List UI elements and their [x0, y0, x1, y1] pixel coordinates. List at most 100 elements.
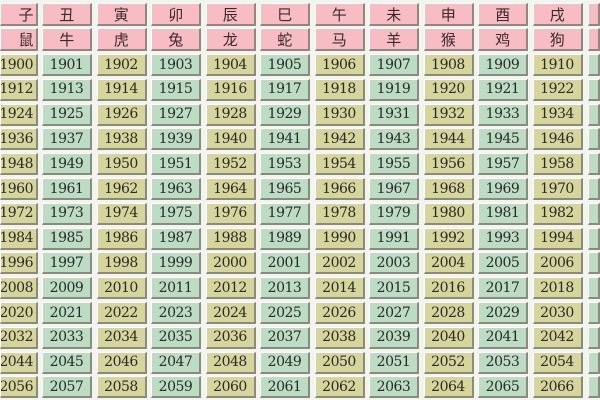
- year-cell: 1914: [96, 78, 147, 101]
- year-cell: 2021: [42, 302, 92, 324]
- year-cell: 1930: [314, 103, 365, 126]
- year-cell: 1966: [314, 178, 365, 200]
- header-animal-cell: 鼠: [0, 28, 38, 51]
- year-cell: 1994: [532, 227, 583, 250]
- year-cell: 1953: [260, 153, 310, 176]
- year-cell: 2028: [423, 302, 474, 324]
- year-cell: 2025: [260, 302, 310, 324]
- year-cell: 1921: [478, 78, 528, 101]
- year-cell-partial: [588, 153, 600, 176]
- year-cell: 1952: [205, 153, 256, 176]
- year-cell: 1989: [260, 227, 310, 250]
- header-branch-cell: 申: [423, 3, 474, 26]
- year-cell: 1938: [96, 128, 147, 151]
- year-cell: 2037: [260, 326, 310, 349]
- year-cell: 2018: [532, 277, 583, 300]
- year-cell: 2024: [205, 302, 256, 324]
- year-cell: 2020: [0, 302, 38, 324]
- header-animal-cell: 马: [314, 28, 365, 51]
- year-cell: 2033: [42, 326, 92, 349]
- year-cell: 1949: [42, 153, 92, 176]
- year-cell: 2026: [314, 302, 365, 324]
- year-cell: 1924: [0, 103, 38, 126]
- year-cell: 1928: [205, 103, 256, 126]
- year-cell: 1912: [0, 78, 38, 101]
- header-branch-cell: 巳: [260, 3, 310, 26]
- year-cell: 2005: [478, 252, 528, 275]
- year-cell-partial: [588, 302, 600, 324]
- year-cell: 2001: [260, 252, 310, 275]
- year-cell: 2049: [260, 351, 310, 374]
- year-cell: 1926: [96, 103, 147, 126]
- year-cell: 1988: [205, 227, 256, 250]
- year-cell: 1915: [151, 78, 201, 101]
- year-cell: 1939: [151, 128, 201, 151]
- year-cell: 2022: [96, 302, 147, 324]
- year-cell: 2036: [205, 326, 256, 349]
- header-animal-cell: 羊: [369, 28, 419, 51]
- year-cell: 1975: [151, 202, 201, 225]
- year-cell: 2016: [423, 277, 474, 300]
- header-animal-cell: 蛇: [260, 28, 310, 51]
- year-cell: 1950: [96, 153, 147, 176]
- year-cell-partial: [588, 376, 600, 399]
- year-cell: 2010: [96, 277, 147, 300]
- year-cell: 2035: [151, 326, 201, 349]
- year-cell: 2052: [423, 351, 474, 374]
- year-cell: 2042: [532, 326, 583, 349]
- year-cell: 1984: [0, 227, 38, 250]
- year-cell: 1901: [42, 54, 92, 76]
- year-cell: 2057: [42, 376, 92, 399]
- year-cell: 1940: [205, 128, 256, 151]
- year-cell-partial: [588, 103, 600, 126]
- year-cell: 1985: [42, 227, 92, 250]
- header-branch-cell: 辰: [205, 3, 256, 26]
- year-cell: 1963: [151, 178, 201, 200]
- year-cell: 1962: [96, 178, 147, 200]
- year-cell: 2041: [478, 326, 528, 349]
- header-animal-cell-partial: [588, 28, 600, 51]
- year-cell: 2048: [205, 351, 256, 374]
- year-cell: 1904: [205, 54, 256, 76]
- year-cell: 1927: [151, 103, 201, 126]
- year-cell: 1929: [260, 103, 310, 126]
- year-cell: 2000: [205, 252, 256, 275]
- year-cell: 2060: [205, 376, 256, 399]
- year-cell: 2015: [369, 277, 419, 300]
- year-cell: 2058: [96, 376, 147, 399]
- year-cell: 1981: [478, 202, 528, 225]
- year-cell: 2029: [478, 302, 528, 324]
- year-cell: 1973: [42, 202, 92, 225]
- year-cell: 2008: [0, 277, 38, 300]
- year-cell: 1999: [151, 252, 201, 275]
- year-cell: 1909: [478, 54, 528, 76]
- year-cell: 1925: [42, 103, 92, 126]
- year-cell: 1931: [369, 103, 419, 126]
- year-cell: 1972: [0, 202, 38, 225]
- header-animal-cell: 虎: [96, 28, 147, 51]
- year-cell-partial: [588, 326, 600, 349]
- year-cell-partial: [588, 202, 600, 225]
- year-cell: 1937: [42, 128, 92, 151]
- year-cell: 1958: [532, 153, 583, 176]
- year-cell: 1978: [314, 202, 365, 225]
- header-branch-cell: 寅: [96, 3, 147, 26]
- year-cell: 2013: [260, 277, 310, 300]
- year-cell: 1936: [0, 128, 38, 151]
- year-cell: 2006: [532, 252, 583, 275]
- year-cell-partial: [588, 351, 600, 374]
- year-cell: 1961: [42, 178, 92, 200]
- year-cell: 2056: [0, 376, 38, 399]
- header-animal-cell: 龙: [205, 28, 256, 51]
- year-cell: 1964: [205, 178, 256, 200]
- year-cell: 2003: [369, 252, 419, 275]
- year-cell: 1957: [478, 153, 528, 176]
- header-animal-cell: 兔: [151, 28, 201, 51]
- year-cell: 1992: [423, 227, 474, 250]
- year-cell: 1903: [151, 54, 201, 76]
- header-animal-cell: 鸡: [478, 28, 528, 51]
- year-cell: 1905: [260, 54, 310, 76]
- year-cell: 2009: [42, 277, 92, 300]
- year-cell: 1922: [532, 78, 583, 101]
- year-cell-partial: [588, 252, 600, 275]
